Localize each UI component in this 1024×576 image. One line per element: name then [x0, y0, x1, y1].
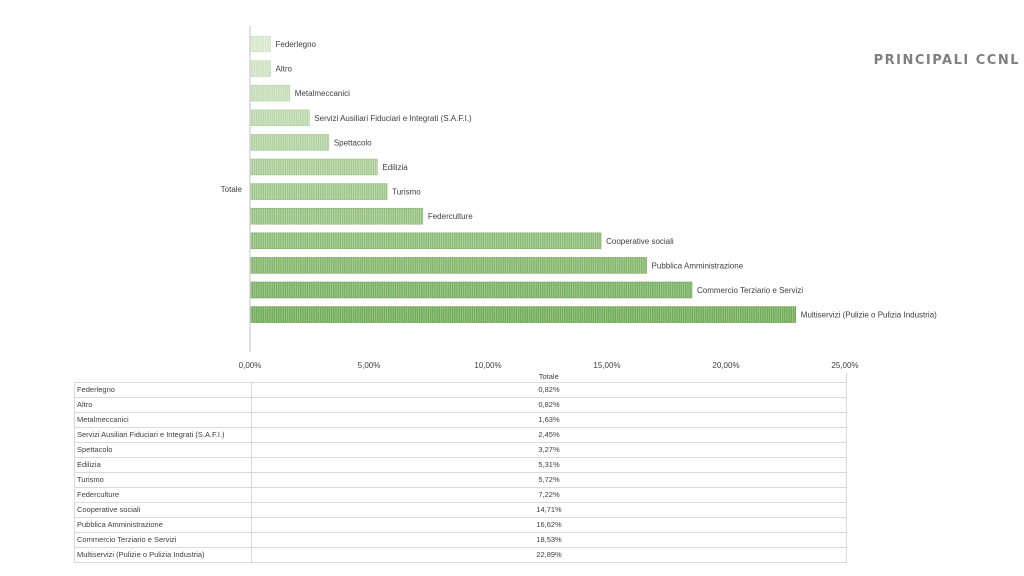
bar-texture	[251, 208, 423, 225]
row-label: Spettacolo	[74, 442, 252, 458]
row-label: Altro	[74, 397, 252, 413]
row-value: 5,31%	[251, 457, 847, 473]
x-tick-label: 25,00%	[831, 361, 858, 370]
row-value: 18,53%	[251, 532, 847, 548]
row-label: Federlegno	[74, 382, 252, 398]
bar-label: Pubblica Amministrazione	[652, 261, 744, 270]
bar-texture	[251, 36, 271, 52]
table-row: Federculture 7,22%	[74, 487, 847, 503]
table-row: Pubblica Amministrazione 16,62%	[74, 517, 847, 533]
table-body: Federlegno 0,82% Altro 0,82% Metalmeccanici 1…	[74, 382, 847, 563]
bar-label: Federculture	[428, 212, 473, 221]
row-value: 16,62%	[251, 517, 847, 533]
bar-chart: Federlegno Altro Metalmeccanici Servizi Aus…	[221, 26, 937, 370]
row-value: 5,72%	[251, 472, 847, 488]
data-table: Totale Federlegno 0,82% Altro 0,82% Metalmec…	[74, 372, 847, 563]
bar-label: Altro	[276, 65, 293, 74]
bar-texture	[251, 159, 378, 175]
page-title: PRINCIPALI CCNL	[873, 53, 1020, 68]
table-row: Turismo 5,72%	[74, 472, 847, 488]
bar-texture	[251, 109, 310, 126]
bar-label: Servizi Ausiliari Fiduciari e Integrati …	[314, 114, 472, 123]
bar-texture	[251, 85, 290, 102]
row-label: Federculture	[74, 487, 252, 503]
row-label: Cooperative sociali	[74, 502, 252, 518]
row-label: Pubblica Amministrazione	[74, 517, 252, 533]
bar-texture	[251, 232, 602, 249]
row-label: Commercio Terziario e Servizi	[74, 532, 252, 548]
table-row: Edilizia 5,31%	[74, 457, 847, 473]
x-tick-labels: 0,00% 5,00% 10,00% 15,00% 20,00% 25,00%	[239, 361, 859, 370]
x-tick-label: 0,00%	[239, 361, 262, 370]
bar-texture	[251, 60, 271, 77]
category-axis-label: Totale	[221, 185, 243, 194]
table-row: Cooperative sociali 14,71%	[74, 502, 847, 518]
table-row: Commercio Terziario e Servizi 18,53%	[74, 532, 847, 548]
table-row: Multiservizi (Pulizie o Pulizia Industri…	[74, 547, 847, 563]
bar-label: Commercio Terziario e Servizi	[697, 286, 803, 295]
row-label: Servizi Ausiliari Fiduciari e Integrati …	[74, 427, 252, 443]
table-row: Federlegno 0,82%	[74, 382, 847, 398]
bars-layer: Federlegno Altro Metalmeccanici Servizi Aus…	[250, 35, 937, 323]
table-row: Servizi Ausiliari Fiduciari e Integrati …	[74, 427, 847, 443]
row-value: 14,71%	[251, 502, 847, 518]
x-tick-label: 20,00%	[712, 361, 739, 370]
row-value: 7,22%	[251, 487, 847, 503]
table-corner	[75, 372, 252, 383]
bar-label: Turismo	[392, 188, 421, 197]
row-label: Edilizia	[74, 457, 252, 473]
row-value: 1,63%	[251, 412, 847, 428]
table-row: Spettacolo 3,27%	[74, 442, 847, 458]
table-row: Metalmeccanici 1,63%	[74, 412, 847, 428]
table-header-row: Totale	[75, 372, 847, 383]
x-tick-label: 15,00%	[593, 361, 620, 370]
row-label: Multiservizi (Pulizie o Pulizia Industri…	[74, 547, 252, 563]
row-label: Turismo	[74, 472, 252, 488]
table-column-header: Totale	[251, 372, 847, 383]
row-value: 22,89%	[251, 547, 847, 563]
bar-texture	[251, 282, 693, 298]
bar-label: Edilizia	[382, 163, 408, 172]
row-value: 2,45%	[251, 427, 847, 443]
row-value: 0,82%	[251, 382, 847, 398]
bar-label: Federlegno	[276, 40, 317, 49]
row-label: Metalmeccanici	[74, 412, 252, 428]
x-tick-label: 5,00%	[358, 361, 381, 370]
row-value: 0,82%	[251, 397, 847, 413]
bar-texture	[251, 183, 388, 200]
bar-texture	[251, 306, 796, 323]
row-value: 3,27%	[251, 442, 847, 458]
bar-label: Multiservizi (Pulizie o Pulizia Industri…	[801, 311, 937, 320]
bar-label: Metalmeccanici	[295, 89, 350, 98]
bar-texture	[251, 257, 647, 274]
bar-label: Spettacolo	[334, 138, 372, 147]
bar-label: Cooperative sociali	[606, 237, 674, 246]
x-tick-label: 10,00%	[474, 361, 501, 370]
table-row: Altro 0,82%	[74, 397, 847, 413]
bar-texture	[251, 134, 329, 151]
